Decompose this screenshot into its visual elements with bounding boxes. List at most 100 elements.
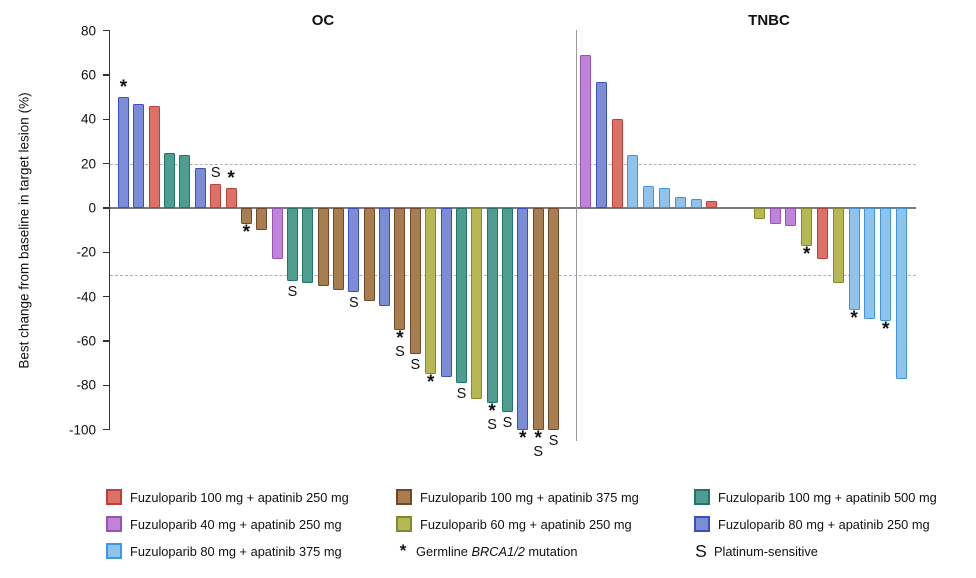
bar: [164, 152, 176, 208]
brca-marker: *: [242, 221, 251, 243]
bar: [659, 188, 670, 208]
legend: Fuzuloparib 100 mg + apatinib 250 mg Fuzu…: [106, 489, 954, 561]
bar: [548, 208, 560, 430]
y-tick: [102, 29, 109, 32]
bar: [690, 199, 702, 208]
legend-item-dose: Fuzuloparib 100 mg + apatinib 375 mg: [396, 489, 694, 505]
bar: [880, 208, 892, 322]
bar: [133, 103, 145, 208]
brca-marker: *: [881, 319, 890, 341]
platinum-marker: S: [410, 357, 421, 374]
bar-marker: * S: [533, 429, 543, 459]
bar: [801, 208, 813, 246]
legend-label: Fuzuloparib 80 mg + apatinib 375 mg: [130, 543, 342, 559]
legend-swatch-icon: [694, 489, 710, 505]
platinum-marker-icon: S: [695, 540, 707, 561]
group-title-oc: OC: [311, 12, 335, 29]
y-tick-label: -80: [76, 377, 96, 393]
group-title-tnbc: TNBC: [748, 12, 790, 29]
bar: [785, 208, 797, 226]
brca-marker: *: [850, 308, 858, 330]
bar: [848, 208, 860, 311]
legend-label: Fuzuloparib 60 mg + apatinib 250 mg: [420, 516, 632, 532]
y-tick-label: -100: [68, 422, 96, 438]
bar: [486, 208, 498, 404]
group-divider-line: [576, 30, 578, 441]
bar: [317, 208, 329, 286]
bar: [302, 208, 314, 284]
brca-marker: *: [227, 168, 235, 190]
brca-marker: *: [426, 372, 435, 394]
bar-marker: *: [802, 243, 811, 265]
bar: [225, 188, 237, 208]
y-tick: [102, 296, 109, 298]
bar-marker: * S: [487, 401, 497, 434]
platinum-marker: S: [395, 343, 405, 360]
platinum-marker: S: [349, 295, 359, 312]
platinum-marker: S: [210, 164, 221, 181]
legend-label: Fuzuloparib 100 mg + apatinib 250 mg: [130, 489, 349, 505]
bar-marker: *: [227, 168, 235, 190]
y-tick-label: 80: [80, 23, 96, 39]
y-tick-label: -40: [76, 289, 96, 305]
legend-item-dose: Fuzuloparib 100 mg + apatinib 250 mg: [106, 489, 396, 505]
legend-swatch-icon: [396, 489, 412, 505]
bar: [394, 208, 406, 330]
bar: [832, 208, 844, 284]
platinum-marker: S: [287, 284, 298, 301]
y-tick: [102, 162, 109, 165]
bar: [896, 208, 907, 379]
platinum-marker: S: [502, 415, 513, 432]
zero-baseline: [110, 207, 916, 209]
bar: [611, 119, 623, 208]
legend-swatch-icon: [396, 516, 412, 532]
bar: [864, 208, 876, 319]
bar: [240, 208, 252, 224]
bar: [440, 208, 452, 377]
y-tick-label: 0: [88, 200, 96, 216]
y-tick: [102, 118, 109, 120]
legend-item-dose: Fuzuloparib 80 mg + apatinib 250 mg: [694, 516, 954, 532]
y-tick: [102, 251, 109, 254]
y-tick: [102, 74, 109, 76]
bar: [286, 208, 298, 282]
y-tick-label: 40: [80, 111, 96, 127]
bar: [627, 154, 639, 208]
legend-swatch-icon: [106, 489, 122, 505]
legend-label: Fuzuloparib 40 mg + apatinib 250 mg: [130, 516, 342, 532]
legend-item-dose: Fuzuloparib 40 mg + apatinib 250 mg: [106, 516, 396, 532]
legend-item-dose: Fuzuloparib 60 mg + apatinib 250 mg: [396, 516, 694, 532]
bar: [769, 208, 781, 224]
bar-marker: S: [211, 165, 221, 180]
legend-swatch-icon: [106, 543, 122, 559]
threshold-line: [110, 163, 916, 165]
bar: [210, 183, 222, 208]
legend-label: Fuzuloparib 100 mg + apatinib 375 mg: [420, 489, 639, 505]
bar: [118, 97, 129, 208]
bar: [348, 208, 360, 293]
bar: [532, 208, 544, 430]
bar: [256, 208, 268, 231]
bar-marker: S: [410, 357, 421, 374]
legend-label: Fuzuloparib 100 mg + apatinib 500 mg: [718, 489, 937, 505]
bar-marker: S: [457, 386, 467, 402]
bar: [471, 208, 483, 399]
bar: [179, 154, 191, 208]
bar-marker: *: [519, 429, 526, 448]
bar: [271, 208, 283, 259]
bar: [148, 105, 160, 208]
legend-label: Germline BRCA1/2 mutation: [416, 543, 578, 559]
brca-marker-icon: *: [399, 541, 407, 560]
bar-marker: S: [287, 284, 298, 301]
platinum-marker: S: [487, 417, 497, 434]
brca-marker: *: [488, 401, 496, 423]
bar: [502, 208, 513, 413]
y-tick-label: 60: [80, 67, 96, 83]
y-axis-line: [108, 30, 110, 430]
y-tick-label: -60: [76, 333, 96, 349]
brca-marker: *: [802, 243, 811, 265]
platinum-marker: S: [548, 432, 559, 449]
bar: [595, 81, 607, 208]
legend-label: Fuzuloparib 80 mg + apatinib 250 mg: [718, 516, 930, 532]
